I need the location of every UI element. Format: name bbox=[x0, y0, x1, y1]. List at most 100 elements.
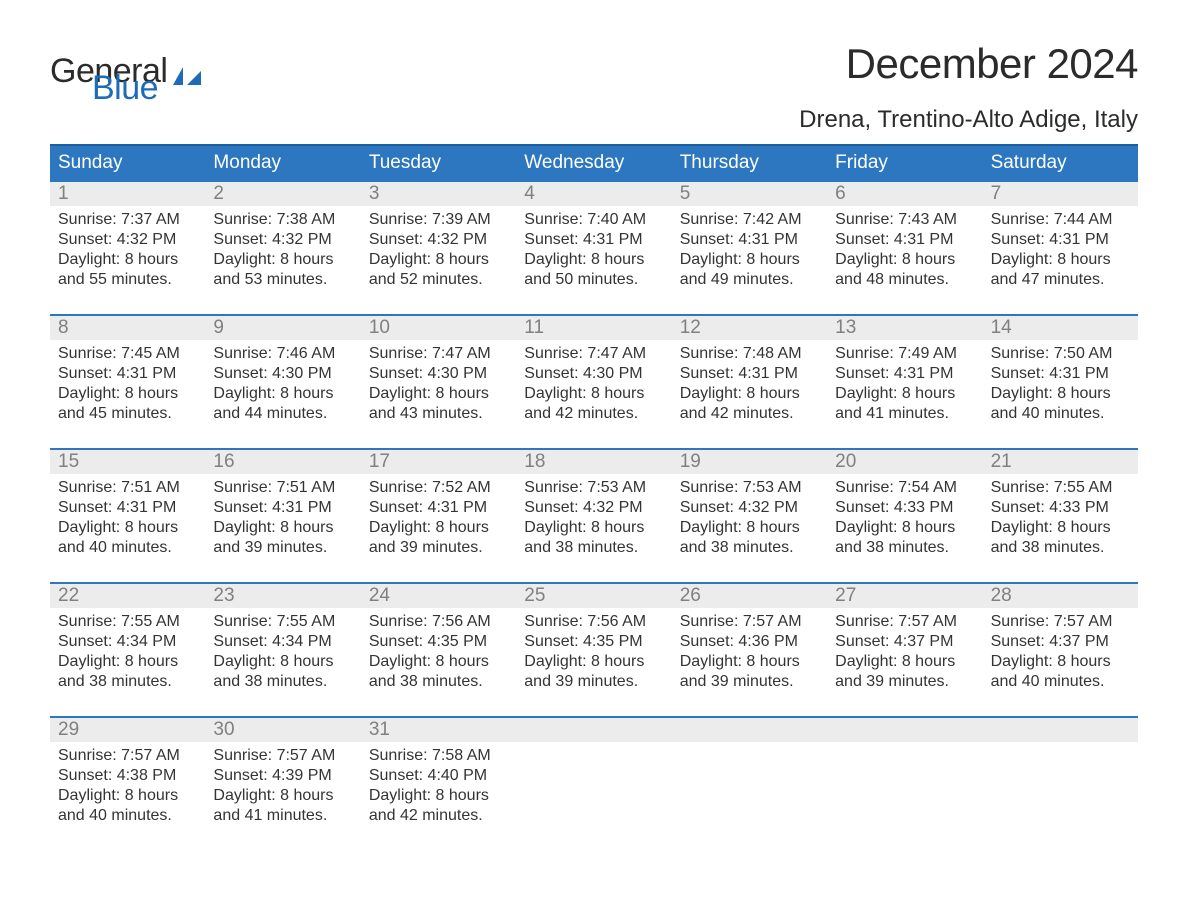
day-cell: Sunrise: 7:56 AMSunset: 4:35 PMDaylight:… bbox=[361, 608, 516, 694]
day-number: 5 bbox=[672, 182, 827, 206]
day-cell: Sunrise: 7:57 AMSunset: 4:39 PMDaylight:… bbox=[205, 742, 360, 828]
day-cell: Sunrise: 7:51 AMSunset: 4:31 PMDaylight:… bbox=[205, 474, 360, 560]
sunset-line: Sunset: 4:31 PM bbox=[680, 364, 819, 384]
logo: General Blue bbox=[50, 40, 201, 102]
day-number bbox=[983, 718, 1138, 742]
day-cell: Sunrise: 7:57 AMSunset: 4:37 PMDaylight:… bbox=[983, 608, 1138, 694]
sunrise-line: Sunrise: 7:46 AM bbox=[213, 344, 352, 364]
daylight-line: Daylight: 8 hours and 55 minutes. bbox=[58, 250, 197, 290]
day-cell: Sunrise: 7:54 AMSunset: 4:33 PMDaylight:… bbox=[827, 474, 982, 560]
day-number bbox=[516, 718, 671, 742]
sunrise-line: Sunrise: 7:53 AM bbox=[680, 478, 819, 498]
logo-word-blue: Blue bbox=[92, 75, 201, 102]
day-number: 12 bbox=[672, 316, 827, 340]
day-cell: Sunrise: 7:56 AMSunset: 4:35 PMDaylight:… bbox=[516, 608, 671, 694]
day-number-strip: 293031 bbox=[50, 718, 1138, 742]
day-cell: Sunrise: 7:58 AMSunset: 4:40 PMDaylight:… bbox=[361, 742, 516, 828]
sunset-line: Sunset: 4:30 PM bbox=[524, 364, 663, 384]
sunrise-line: Sunrise: 7:38 AM bbox=[213, 210, 352, 230]
day-cell: Sunrise: 7:53 AMSunset: 4:32 PMDaylight:… bbox=[516, 474, 671, 560]
day-number: 2 bbox=[205, 182, 360, 206]
day-cell: Sunrise: 7:55 AMSunset: 4:33 PMDaylight:… bbox=[983, 474, 1138, 560]
sunset-line: Sunset: 4:31 PM bbox=[213, 498, 352, 518]
day-cell: Sunrise: 7:53 AMSunset: 4:32 PMDaylight:… bbox=[672, 474, 827, 560]
day-cell: Sunrise: 7:57 AMSunset: 4:38 PMDaylight:… bbox=[50, 742, 205, 828]
sunset-line: Sunset: 4:33 PM bbox=[835, 498, 974, 518]
sunset-line: Sunset: 4:37 PM bbox=[835, 632, 974, 652]
day-cell: Sunrise: 7:37 AMSunset: 4:32 PMDaylight:… bbox=[50, 206, 205, 292]
week-row: 22232425262728Sunrise: 7:55 AMSunset: 4:… bbox=[50, 582, 1138, 694]
day-number: 21 bbox=[983, 450, 1138, 474]
sunrise-line: Sunrise: 7:55 AM bbox=[991, 478, 1130, 498]
sunset-line: Sunset: 4:39 PM bbox=[213, 766, 352, 786]
day-of-week-friday: Friday bbox=[827, 146, 982, 180]
daylight-line: Daylight: 8 hours and 39 minutes. bbox=[835, 652, 974, 692]
day-number: 16 bbox=[205, 450, 360, 474]
daylight-line: Daylight: 8 hours and 39 minutes. bbox=[524, 652, 663, 692]
day-number: 27 bbox=[827, 584, 982, 608]
day-cells-row: Sunrise: 7:57 AMSunset: 4:38 PMDaylight:… bbox=[50, 742, 1138, 828]
day-number: 18 bbox=[516, 450, 671, 474]
sunrise-line: Sunrise: 7:49 AM bbox=[835, 344, 974, 364]
day-cell: Sunrise: 7:57 AMSunset: 4:36 PMDaylight:… bbox=[672, 608, 827, 694]
day-cell: Sunrise: 7:45 AMSunset: 4:31 PMDaylight:… bbox=[50, 340, 205, 426]
day-cells-row: Sunrise: 7:51 AMSunset: 4:31 PMDaylight:… bbox=[50, 474, 1138, 560]
daylight-line: Daylight: 8 hours and 38 minutes. bbox=[213, 652, 352, 692]
sunrise-line: Sunrise: 7:44 AM bbox=[991, 210, 1130, 230]
sunrise-line: Sunrise: 7:37 AM bbox=[58, 210, 197, 230]
sunset-line: Sunset: 4:31 PM bbox=[524, 230, 663, 250]
daylight-line: Daylight: 8 hours and 38 minutes. bbox=[835, 518, 974, 558]
sunset-line: Sunset: 4:37 PM bbox=[991, 632, 1130, 652]
sunset-line: Sunset: 4:31 PM bbox=[835, 230, 974, 250]
header: General Blue December 2024 Drena, Trenti… bbox=[50, 40, 1138, 134]
sunrise-line: Sunrise: 7:51 AM bbox=[213, 478, 352, 498]
day-number: 11 bbox=[516, 316, 671, 340]
sunrise-line: Sunrise: 7:42 AM bbox=[680, 210, 819, 230]
day-number-strip: 891011121314 bbox=[50, 316, 1138, 340]
daylight-line: Daylight: 8 hours and 40 minutes. bbox=[991, 652, 1130, 692]
day-cell: Sunrise: 7:50 AMSunset: 4:31 PMDaylight:… bbox=[983, 340, 1138, 426]
day-number-strip: 22232425262728 bbox=[50, 584, 1138, 608]
daylight-line: Daylight: 8 hours and 42 minutes. bbox=[369, 786, 508, 826]
day-number: 10 bbox=[361, 316, 516, 340]
sunrise-line: Sunrise: 7:57 AM bbox=[213, 746, 352, 766]
day-number: 4 bbox=[516, 182, 671, 206]
daylight-line: Daylight: 8 hours and 41 minutes. bbox=[835, 384, 974, 424]
day-number-strip: 15161718192021 bbox=[50, 450, 1138, 474]
sunset-line: Sunset: 4:35 PM bbox=[524, 632, 663, 652]
sunrise-line: Sunrise: 7:57 AM bbox=[58, 746, 197, 766]
day-number bbox=[672, 718, 827, 742]
day-of-week-header: SundayMondayTuesdayWednesdayThursdayFrid… bbox=[50, 144, 1138, 180]
sunrise-line: Sunrise: 7:53 AM bbox=[524, 478, 663, 498]
sunrise-line: Sunrise: 7:50 AM bbox=[991, 344, 1130, 364]
day-cell: Sunrise: 7:55 AMSunset: 4:34 PMDaylight:… bbox=[50, 608, 205, 694]
day-cell: Sunrise: 7:49 AMSunset: 4:31 PMDaylight:… bbox=[827, 340, 982, 426]
daylight-line: Daylight: 8 hours and 50 minutes. bbox=[524, 250, 663, 290]
day-cell: Sunrise: 7:38 AMSunset: 4:32 PMDaylight:… bbox=[205, 206, 360, 292]
day-cell bbox=[672, 742, 827, 828]
day-cell: Sunrise: 7:40 AMSunset: 4:31 PMDaylight:… bbox=[516, 206, 671, 292]
sunset-line: Sunset: 4:31 PM bbox=[991, 230, 1130, 250]
sunset-line: Sunset: 4:31 PM bbox=[369, 498, 508, 518]
daylight-line: Daylight: 8 hours and 41 minutes. bbox=[213, 786, 352, 826]
week-row: 891011121314Sunrise: 7:45 AMSunset: 4:31… bbox=[50, 314, 1138, 426]
daylight-line: Daylight: 8 hours and 40 minutes. bbox=[58, 518, 197, 558]
sunrise-line: Sunrise: 7:43 AM bbox=[835, 210, 974, 230]
day-cell bbox=[827, 742, 982, 828]
sunset-line: Sunset: 4:36 PM bbox=[680, 632, 819, 652]
day-of-week-thursday: Thursday bbox=[672, 146, 827, 180]
sunset-line: Sunset: 4:33 PM bbox=[991, 498, 1130, 518]
day-cells-row: Sunrise: 7:45 AMSunset: 4:31 PMDaylight:… bbox=[50, 340, 1138, 426]
day-cell: Sunrise: 7:42 AMSunset: 4:31 PMDaylight:… bbox=[672, 206, 827, 292]
day-cell: Sunrise: 7:43 AMSunset: 4:31 PMDaylight:… bbox=[827, 206, 982, 292]
week-row: 15161718192021Sunrise: 7:51 AMSunset: 4:… bbox=[50, 448, 1138, 560]
sunset-line: Sunset: 4:32 PM bbox=[524, 498, 663, 518]
day-cell: Sunrise: 7:51 AMSunset: 4:31 PMDaylight:… bbox=[50, 474, 205, 560]
day-number: 30 bbox=[205, 718, 360, 742]
day-number: 9 bbox=[205, 316, 360, 340]
day-number bbox=[827, 718, 982, 742]
sunset-line: Sunset: 4:35 PM bbox=[369, 632, 508, 652]
daylight-line: Daylight: 8 hours and 38 minutes. bbox=[991, 518, 1130, 558]
day-cell: Sunrise: 7:39 AMSunset: 4:32 PMDaylight:… bbox=[361, 206, 516, 292]
day-number: 6 bbox=[827, 182, 982, 206]
